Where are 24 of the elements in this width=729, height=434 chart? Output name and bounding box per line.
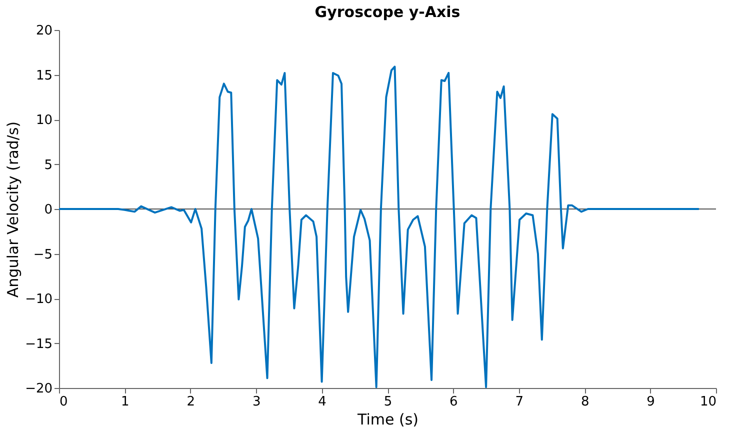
x-tick-label: 10	[700, 394, 716, 410]
x-tick-label: 1	[121, 394, 130, 410]
y-tick-label: −10	[25, 292, 52, 307]
y-tick-label: 5	[44, 158, 52, 173]
y-tick-label: −5	[33, 247, 52, 262]
x-tick-label: 4	[318, 394, 326, 410]
y-axis-title: Angular Velocity (rad/s)	[4, 121, 22, 298]
y-tick-label: 20	[36, 24, 52, 38]
x-tick-label: 5	[384, 394, 392, 410]
x-tick-label: 6	[450, 394, 458, 410]
x-tick-label: 0	[60, 394, 68, 410]
x-axis-title: Time (s)	[356, 410, 418, 428]
y-tick-label: 0	[44, 202, 52, 218]
y-tick-label: 15	[36, 68, 52, 84]
x-tick-label: 3	[252, 394, 261, 410]
y-tick-label: −20	[25, 382, 52, 396]
x-tick-label: 2	[186, 394, 196, 410]
line-series	[58, 66, 700, 388]
chart-title: Gyroscope y-Axis	[314, 3, 460, 21]
y-tick-label: −15	[25, 336, 52, 352]
x-tick-label: 7	[515, 394, 524, 410]
y-tick-label: 10	[36, 113, 52, 128]
x-tick-label: 9	[646, 394, 655, 410]
x-tick-label: 8	[580, 394, 590, 410]
